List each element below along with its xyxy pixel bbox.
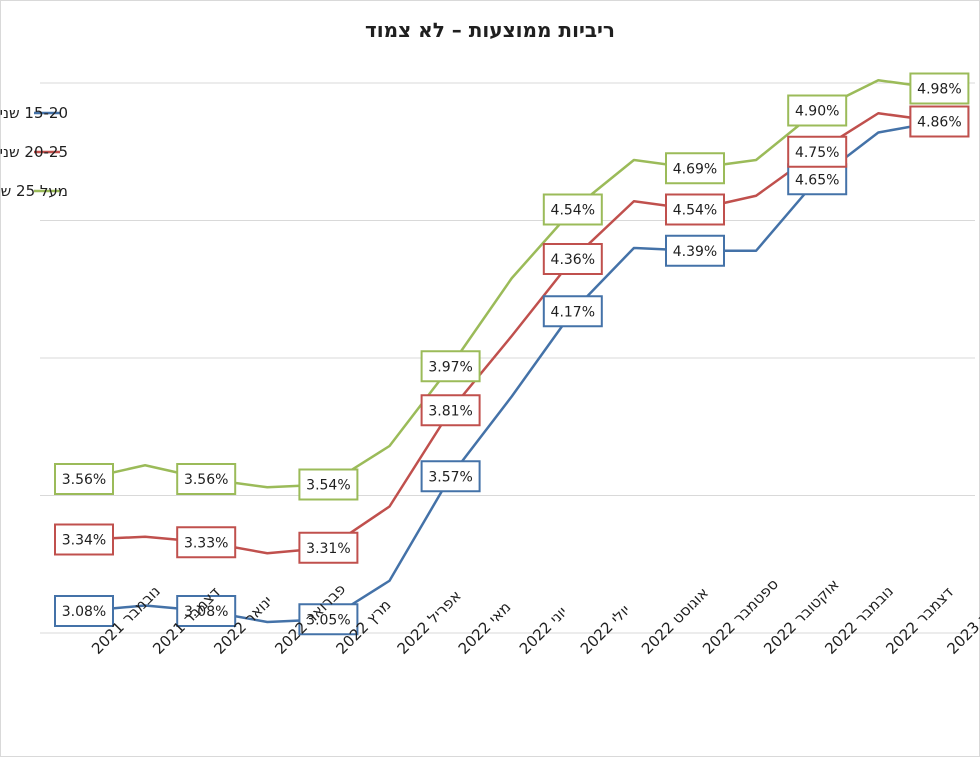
data-label: 3.97% (420, 350, 481, 383)
data-label: 4.39% (665, 234, 725, 267)
data-label-box (54, 463, 114, 495)
data-label-text: 4.86% (917, 115, 961, 131)
data-label-box (54, 523, 114, 556)
data-label: 4.36% (542, 243, 603, 275)
chart-title: ריביות ממוצעות – לא צמוד (365, 18, 615, 42)
data-label: 3.05% (298, 603, 359, 636)
data-label: 4.86% (909, 105, 970, 138)
data-label-box (420, 460, 481, 493)
data-label-text: 4.98% (917, 82, 961, 98)
data-label-text: 4.65% (795, 172, 839, 188)
data-label-box (787, 163, 848, 196)
data-label-text: 3.08% (184, 604, 228, 620)
legend: 15-20 שנים 20-25 שנים מעל 25 שנים (0, 104, 68, 200)
data-label-text: 3.81% (428, 403, 472, 419)
data-label-box (420, 350, 481, 383)
data-label-text: 3.33% (184, 535, 228, 551)
data-label-box (665, 234, 725, 267)
data-label-text: 4.36% (551, 252, 595, 268)
data-label: 3.56% (176, 463, 237, 495)
data-label-box (542, 295, 603, 328)
data-label-box (176, 526, 237, 559)
data-label-text: 3.97% (428, 359, 472, 375)
data-label-text: 3.34% (62, 533, 106, 549)
data-label-box (787, 135, 848, 168)
data-label: 4.54% (542, 193, 603, 226)
data-label: 4.75% (787, 135, 848, 168)
data-label-text: 3.56% (184, 472, 228, 488)
x-tick-label: יולי 2022 (577, 601, 634, 658)
data-label-box (54, 595, 114, 627)
data-label: 3.08% (176, 595, 237, 627)
data-label-text: 3.08% (62, 604, 106, 620)
data-label: 3.31% (298, 531, 359, 564)
data-label: 3.34% (54, 523, 114, 556)
data-label-box (909, 72, 970, 105)
legend-item: מעל 25 שנים (0, 182, 68, 200)
data-label-text: 4.90% (795, 104, 839, 120)
data-label-text: 4.75% (795, 145, 839, 161)
data-label-box (298, 603, 359, 636)
data-label-text: 3.54% (306, 478, 350, 494)
data-labels: 3.08% 3.08% 3.05% 3.57% 4.17% 4.39% 4.65% 4.86%… (54, 72, 970, 636)
x-tick-label: מאי 2022 (455, 598, 515, 658)
data-label-box (787, 94, 848, 127)
legend-label: 20-25 שנים (0, 143, 68, 161)
data-label-text: 4.39% (673, 244, 717, 260)
data-label-text: 3.57% (428, 469, 472, 485)
legend-item: 20-25 שנים (0, 143, 68, 161)
data-label: 3.81% (420, 394, 481, 427)
data-label-text: 3.56% (62, 472, 106, 488)
data-label: 4.90% (787, 94, 848, 127)
data-label: 4.65% (787, 163, 848, 196)
data-label: 4.54% (665, 193, 725, 226)
x-tick-label: יוני 2022 (516, 603, 571, 658)
data-label: 3.57% (420, 460, 481, 493)
legend-label: 15-20 שנים (0, 104, 68, 122)
data-label-box (542, 193, 603, 226)
data-label-text: 4.54% (551, 203, 595, 219)
data-label: 3.08% (54, 595, 114, 627)
data-label: 3.56% (54, 463, 114, 495)
data-label-box (420, 394, 481, 427)
data-label-box (176, 463, 237, 495)
data-label-text: 3.31% (306, 541, 350, 557)
data-label: 3.33% (176, 526, 237, 559)
legend-label: מעל 25 שנים (0, 182, 68, 200)
data-label: 4.17% (542, 295, 603, 328)
data-label-box (665, 193, 725, 226)
gridlines (40, 82, 975, 634)
data-label-box (298, 531, 359, 564)
legend-item: 15-20 שנים (0, 104, 68, 122)
data-label-box (665, 152, 725, 185)
data-label-box (176, 595, 237, 627)
data-label-box (298, 468, 359, 501)
data-label: 3.54% (298, 468, 359, 501)
data-label-text: 3.05% (306, 612, 350, 628)
data-label-text: 4.17% (551, 304, 595, 320)
data-label-box (909, 105, 970, 138)
data-label-text: 4.54% (673, 203, 717, 219)
x-tick-label: אפריל 2022 (394, 587, 465, 658)
data-label-text: 4.69% (673, 161, 717, 177)
data-label: 4.98% (909, 72, 970, 105)
data-label: 4.69% (665, 152, 725, 185)
data-label-box (542, 243, 603, 275)
